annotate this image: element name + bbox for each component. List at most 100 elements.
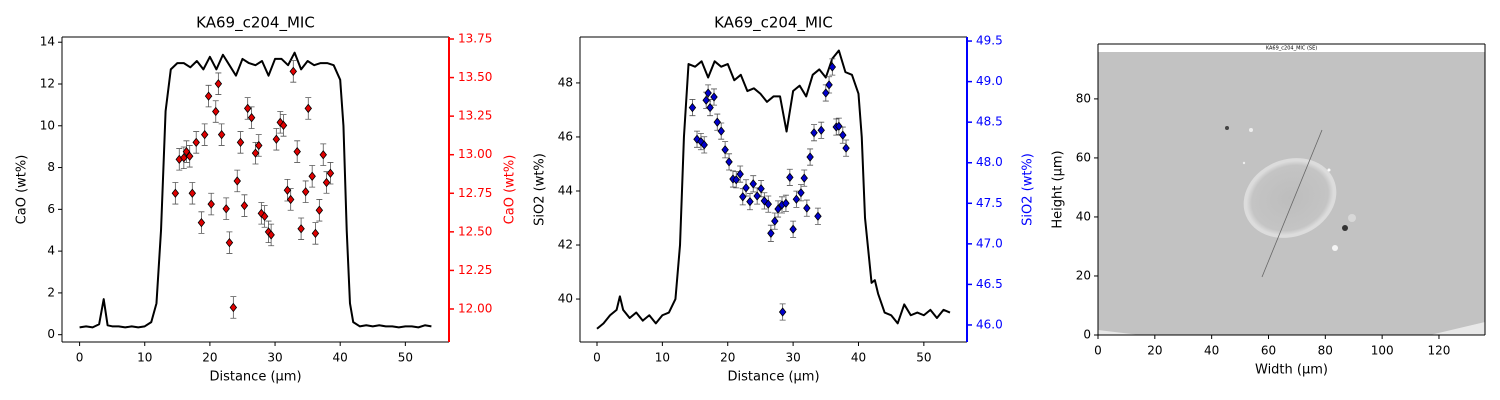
y-tick-label: 40 xyxy=(1076,209,1091,223)
data-point xyxy=(171,188,180,198)
data-point xyxy=(255,140,263,151)
y-axis-label: Height (µm) xyxy=(1051,150,1066,228)
inclusion xyxy=(1243,158,1337,238)
data-point xyxy=(272,134,281,144)
y2-tick-label: 46.0 xyxy=(976,317,1003,331)
y2-axis-label: CaO (wt%) xyxy=(503,155,518,225)
y2-tick-label: 49.5 xyxy=(976,34,1003,48)
y2-tick-label: 48.0 xyxy=(976,155,1003,169)
data-point xyxy=(188,188,197,198)
data-point xyxy=(289,66,298,77)
data-point xyxy=(260,211,269,222)
data-point xyxy=(710,92,718,102)
x-tick-label: 40 xyxy=(1204,344,1219,358)
y-tick-label: 46 xyxy=(558,129,573,143)
y2-tick-label: 12.75 xyxy=(458,186,492,200)
image-edge xyxy=(1430,322,1485,335)
data-point xyxy=(286,194,295,205)
data-point xyxy=(217,130,226,140)
data-point xyxy=(732,175,740,185)
data-point xyxy=(822,88,830,98)
spot xyxy=(1249,128,1253,132)
data-point xyxy=(251,148,260,158)
profile-line xyxy=(1261,129,1323,278)
x-tick-label: 50 xyxy=(398,351,413,365)
x-tick-label: 50 xyxy=(916,351,931,365)
data-point xyxy=(240,200,249,211)
spot xyxy=(1332,245,1338,251)
sem-image xyxy=(1098,52,1485,335)
data-point xyxy=(782,198,790,208)
data-point xyxy=(774,204,782,214)
x-axis-label: Distance (µm) xyxy=(209,370,301,385)
profile-line xyxy=(596,49,951,330)
data-point xyxy=(207,199,215,209)
data-point xyxy=(182,146,191,157)
data-point xyxy=(222,204,230,214)
y-tick-label: 4 xyxy=(47,244,55,258)
data-point xyxy=(817,125,825,135)
x-tick-label: 0 xyxy=(1094,344,1102,358)
data-point xyxy=(789,224,797,234)
y-tick-label: 14 xyxy=(40,35,55,49)
data-point xyxy=(778,307,787,317)
data-point xyxy=(721,145,729,155)
data-point xyxy=(297,224,305,234)
data-point xyxy=(839,130,847,140)
data-point xyxy=(749,179,757,189)
y2-tick-label: 48.5 xyxy=(976,115,1003,129)
data-point xyxy=(736,169,744,179)
data-point xyxy=(279,120,288,131)
x-axis-label: Width (µm) xyxy=(1255,363,1328,378)
y-axis-label: CaO (wt%) xyxy=(15,155,30,225)
data-point xyxy=(771,216,779,226)
data-point xyxy=(192,137,200,148)
y-axis-label: SiO2 (wt%) xyxy=(533,153,548,226)
data-point xyxy=(828,62,837,72)
x-tick-label: 40 xyxy=(851,351,866,365)
data-point xyxy=(308,171,316,181)
x-tick-label: 10 xyxy=(137,351,152,365)
data-point xyxy=(197,217,206,228)
y2-tick-label: 13.25 xyxy=(458,109,492,123)
spot xyxy=(1327,168,1331,172)
image-title: KA69_c204_MIC (SE) xyxy=(1266,46,1317,52)
data-point xyxy=(319,150,327,160)
data-point xyxy=(247,113,256,123)
data-point xyxy=(225,238,234,248)
data-point xyxy=(693,134,701,144)
data-point xyxy=(825,80,833,90)
y2-tick-label: 49.0 xyxy=(976,74,1003,88)
data-point xyxy=(806,152,814,162)
x-tick-label: 0 xyxy=(593,351,601,365)
data-point xyxy=(800,173,808,183)
y2-tick-label: 12.25 xyxy=(458,263,492,277)
x-tick-label: 60 xyxy=(1261,344,1276,358)
data-point xyxy=(204,91,213,101)
data-point xyxy=(688,102,697,113)
y2-tick-label: 13.00 xyxy=(458,147,492,161)
x-tick-label: 0 xyxy=(76,351,84,365)
data-point xyxy=(283,185,292,195)
data-point xyxy=(267,230,275,240)
data-point xyxy=(243,103,252,114)
y-tick-label: 20 xyxy=(1076,268,1091,282)
y-tick-label: 8 xyxy=(47,160,55,174)
chart-title: KA69_c204_MIC xyxy=(196,14,315,33)
data-point xyxy=(200,130,209,140)
y2-tick-label: 12.00 xyxy=(458,301,492,315)
spot xyxy=(1348,214,1356,222)
x-tick-label: 10 xyxy=(655,351,670,365)
data-point xyxy=(814,211,822,221)
y2-tick-label: 47.5 xyxy=(976,196,1003,210)
data-point xyxy=(767,228,775,238)
data-point xyxy=(842,143,850,153)
y-tick-label: 60 xyxy=(1076,150,1091,164)
data-point xyxy=(792,194,801,204)
data-point xyxy=(725,157,733,167)
y-tick-label: 0 xyxy=(1083,328,1091,342)
data-point xyxy=(233,176,241,186)
x-tick-label: 20 xyxy=(1147,344,1162,358)
data-point xyxy=(742,183,750,193)
data-point xyxy=(304,103,312,114)
